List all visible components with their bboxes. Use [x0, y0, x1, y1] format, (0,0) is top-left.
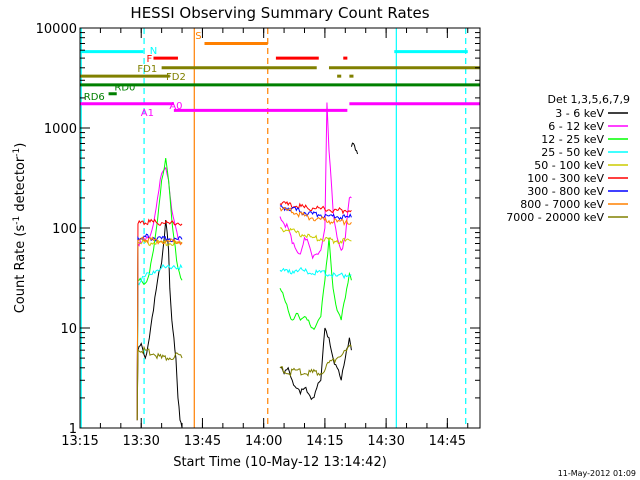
series-4-segment-1 — [279, 227, 352, 245]
series-0-segment-2 — [350, 142, 359, 155]
legend-entry-label: 7000 - 20000 keV — [506, 211, 604, 224]
chart-title: HESSI Observing Summary Count Rates — [130, 4, 429, 22]
y-tick-label: 1 — [69, 422, 77, 437]
series-3-segment-1 — [279, 266, 352, 280]
x-tick-label: 13:45 — [184, 434, 221, 449]
series-7-segment-0 — [136, 236, 183, 421]
legend-title: Det 1,3,5,6,7,9 — [547, 93, 630, 106]
series-2-segment-0 — [136, 158, 183, 421]
x-tick-label: 14:00 — [245, 434, 282, 449]
footer-timestamp: 11-May-2012 01:09 — [558, 469, 636, 478]
series-8-segment-0 — [136, 345, 183, 421]
legend-entry-label: 12 - 25 keV — [541, 133, 604, 146]
series-2-segment-1 — [279, 237, 352, 331]
x-tick-label: 14:45 — [429, 434, 466, 449]
y-tick-label: 10 — [60, 322, 77, 337]
x-tick-label: 14:30 — [367, 434, 404, 449]
series-5-segment-1 — [279, 200, 352, 215]
series-0-segment-1 — [279, 327, 352, 401]
x-tick-label: 13:30 — [122, 434, 159, 449]
series-8-segment-1 — [279, 344, 352, 377]
flag-label-rd0: RD0 — [114, 83, 135, 94]
y-tick-label: 10000 — [36, 22, 77, 37]
legend-entry-label: 100 - 300 keV — [527, 172, 604, 185]
y-tick-label: 1000 — [44, 122, 77, 137]
x-tick-label: 14:15 — [306, 434, 343, 449]
series-7-segment-1 — [279, 206, 352, 226]
series-6-segment-1 — [279, 204, 352, 221]
legend-entry-label: 6 - 12 keV — [548, 120, 604, 133]
flag-label-f: F — [147, 54, 153, 65]
flag-label-rd6: RD6 — [84, 92, 105, 103]
flag-label-a0: A0 — [169, 101, 182, 112]
flag-label-fd1: FD1 — [137, 64, 157, 75]
series-5-segment-0 — [136, 218, 183, 421]
y-axis-label: Count Rate (s-1 detector-1) — [12, 143, 28, 314]
series-1-segment-1 — [279, 102, 352, 260]
legend-entry-label: 50 - 100 keV — [534, 159, 604, 172]
axes: 1 10 100 1000 10000 13:15 13:30 13:45 14:00 14:15… — [36, 22, 481, 449]
legend-entry-label: 25 - 50 keV — [541, 146, 604, 159]
x-axis-label: Start Time (10-May-12 13:14:42) — [173, 455, 387, 470]
x-tick-label: 13:15 — [61, 434, 98, 449]
flag-label-a1: A1 — [141, 108, 154, 119]
flag-label-fd2: FD2 — [166, 72, 186, 83]
legend-entry-label: 3 - 6 keV — [555, 107, 604, 120]
flag-label-n: N — [150, 46, 157, 57]
legend-entry-label: 800 - 7000 keV — [520, 198, 604, 211]
series-3-segment-0 — [136, 263, 183, 421]
legend-entry-label: 300 - 800 keV — [527, 185, 604, 198]
flag-label-s: S — [195, 31, 201, 42]
y-tick-label: 100 — [52, 222, 77, 237]
